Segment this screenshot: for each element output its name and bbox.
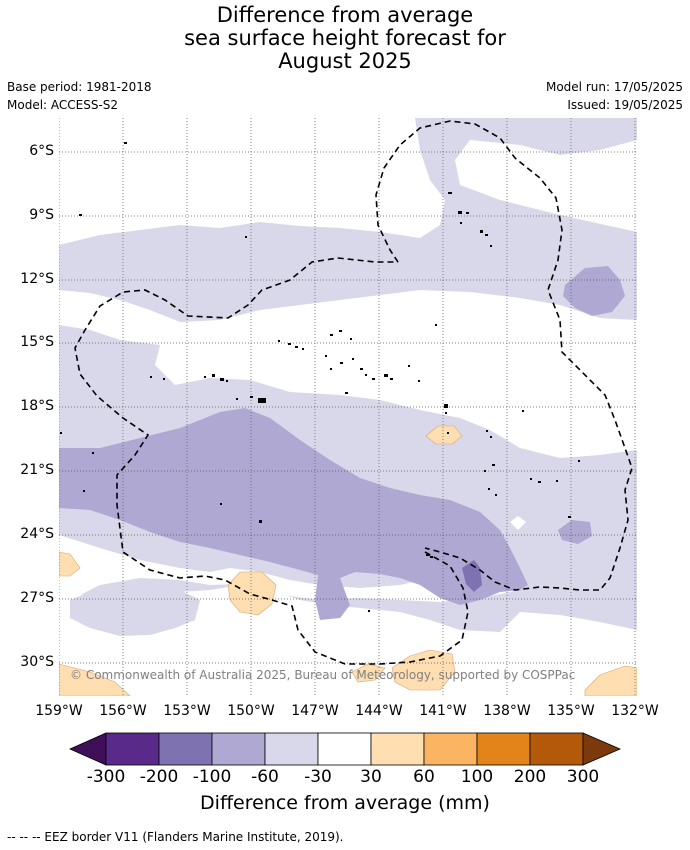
lon-label: 159°W xyxy=(35,703,83,719)
lon-label: 135°W xyxy=(547,703,595,719)
lat-label: 30°S xyxy=(20,654,54,670)
colorbar-label: -100 xyxy=(192,767,232,787)
lat-label: 27°S xyxy=(20,590,54,606)
lat-label: 6°S xyxy=(29,143,54,159)
colorbar-label: -30 xyxy=(304,767,332,787)
lat-label: 18°S xyxy=(20,398,54,414)
lon-label: 156°W xyxy=(99,703,147,719)
anomaly-spot-medium-southeast xyxy=(558,520,592,544)
anomaly-positive-1 xyxy=(227,571,277,616)
colorbar-label: 300 xyxy=(566,767,600,787)
colorbar-label: -200 xyxy=(139,767,179,787)
lat-label: 15°S xyxy=(20,334,54,350)
anomaly-gap-south xyxy=(59,535,520,602)
anomaly-positive-2 xyxy=(425,425,463,445)
colorbar xyxy=(69,732,622,766)
colorbar-bin-9 xyxy=(529,732,584,766)
anomaly-spot-dark xyxy=(462,560,482,592)
colorbar-bin-8 xyxy=(476,732,531,766)
anomaly-spot-medium-east xyxy=(563,266,625,316)
islands xyxy=(60,142,580,612)
title-line-2: sea surface height forecast for xyxy=(184,26,506,50)
anomaly-positive-6 xyxy=(351,663,386,683)
meta-right: Model run: 17/05/2025 Issued: 19/05/2025 xyxy=(546,78,683,114)
lon-label: 147°W xyxy=(291,703,339,719)
colorbar-label: 30 xyxy=(360,767,382,787)
colorbar-label: 200 xyxy=(513,767,547,787)
issued-date: Issued: 19/05/2025 xyxy=(567,98,683,112)
anomaly-region-light-north xyxy=(59,118,637,322)
eez-legend-note: -- -- -- EEZ border V11 (Flanders Marine… xyxy=(7,830,344,844)
anomaly-region-light-southwest xyxy=(70,585,200,636)
lat-label: 9°S xyxy=(29,207,54,223)
anomaly-positive-5 xyxy=(391,649,456,691)
lon-label: 144°W xyxy=(355,703,403,719)
colorbar-label: -60 xyxy=(251,767,279,787)
lon-label: 141°W xyxy=(419,703,467,719)
base-period: Base period: 1981-2018 xyxy=(7,80,152,94)
meta-left: Base period: 1981-2018 Model: ACCESS-S2 xyxy=(7,78,152,114)
lon-label: 150°W xyxy=(227,703,275,719)
anomaly-region-medium xyxy=(59,408,528,620)
lon-label: 132°W xyxy=(611,703,659,719)
graticule xyxy=(59,118,637,696)
model-name: Model: ACCESS-S2 xyxy=(7,98,119,112)
eez-border xyxy=(74,120,633,665)
model-run: Model run: 17/05/2025 xyxy=(545,80,683,94)
colorbar-label: 60 xyxy=(413,767,435,787)
map-area xyxy=(59,118,637,696)
colorbar-bin-5 xyxy=(317,732,372,766)
colorbar-bin-4 xyxy=(264,732,319,766)
colorbar-bin-2 xyxy=(158,732,213,766)
colorbar-bin-7 xyxy=(423,732,478,766)
colorbar-bin-1 xyxy=(105,732,160,766)
title-line-1: Difference from average xyxy=(216,3,474,27)
lat-label: 12°S xyxy=(20,271,54,287)
colorbar-bin-3 xyxy=(211,732,266,766)
colorbar-label: 100 xyxy=(460,767,494,787)
anomaly-gap-small xyxy=(510,516,526,530)
colorbar-bin-6 xyxy=(370,732,425,766)
anomaly-positive-7 xyxy=(584,665,637,696)
lon-label: 138°W xyxy=(483,703,531,719)
anomaly-positive-4 xyxy=(59,663,131,696)
colorbar-title: Difference from average (mm) xyxy=(200,792,490,814)
copyright-text: © Commonwealth of Australia 2025, Bureau… xyxy=(70,668,576,682)
lat-label: 21°S xyxy=(20,462,54,478)
lon-label: 153°W xyxy=(163,703,211,719)
anomaly-positive-3 xyxy=(59,551,81,577)
colorbar-arrow-right xyxy=(582,732,622,766)
colorbar-label: -300 xyxy=(86,767,126,787)
lat-label: 24°S xyxy=(20,526,54,542)
title-line-3: August 2025 xyxy=(278,49,412,73)
colorbar-arrow-left xyxy=(69,732,107,766)
map-title: Difference from average sea surface heig… xyxy=(0,4,690,73)
